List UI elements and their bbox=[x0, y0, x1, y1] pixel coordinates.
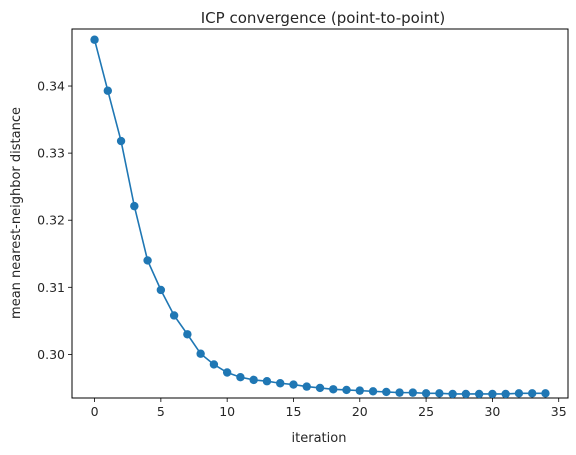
data-point bbox=[395, 388, 404, 397]
data-point bbox=[514, 389, 524, 398]
data-point bbox=[289, 380, 298, 389]
data-point bbox=[116, 136, 126, 146]
data-point bbox=[474, 389, 484, 399]
data-point bbox=[222, 368, 232, 377]
data-point bbox=[461, 389, 471, 399]
data-point bbox=[382, 387, 391, 397]
y-axis: 0.30 0.31 0.32 0.33 0.34 bbox=[37, 79, 72, 362]
x-tick-label: 30 bbox=[484, 404, 500, 419]
y-axis-label: mean nearest-neighbor distance bbox=[9, 107, 24, 319]
data-point bbox=[276, 379, 285, 388]
data-point bbox=[302, 382, 311, 391]
series-points bbox=[90, 35, 550, 399]
data-point bbox=[315, 383, 325, 393]
x-axis-label: iteration bbox=[292, 431, 347, 446]
data-point bbox=[329, 385, 338, 394]
plot-frame bbox=[71, 28, 569, 399]
data-point bbox=[249, 375, 258, 385]
x-tick-label: 35 bbox=[551, 404, 567, 419]
data-point bbox=[501, 389, 510, 399]
y-tick-label: 0.32 bbox=[37, 213, 65, 228]
series-line bbox=[93, 39, 546, 395]
y-tick-label: 0.34 bbox=[37, 79, 65, 94]
y-tick-label: 0.31 bbox=[37, 280, 65, 295]
data-point bbox=[421, 389, 431, 398]
data-point bbox=[262, 377, 272, 386]
x-tick-label: 25 bbox=[418, 404, 434, 419]
data-point bbox=[527, 389, 537, 398]
data-point bbox=[103, 86, 113, 95]
x-tick-label: 10 bbox=[219, 404, 235, 419]
data-point bbox=[355, 386, 364, 395]
chart-title: ICP convergence (point-to-point) bbox=[201, 9, 446, 27]
data-point bbox=[169, 311, 179, 320]
data-point bbox=[435, 389, 444, 398]
data-point bbox=[196, 349, 205, 358]
y-tick-label: 0.33 bbox=[37, 146, 65, 161]
data-point bbox=[143, 256, 152, 265]
data-point bbox=[488, 389, 497, 399]
data-point bbox=[236, 373, 245, 382]
y-tick-label: 0.30 bbox=[37, 347, 65, 362]
data-point bbox=[209, 360, 219, 369]
x-axis: 0 5 10 15 20 25 30 35 bbox=[91, 398, 567, 419]
data-point bbox=[156, 285, 166, 295]
data-point bbox=[541, 389, 550, 398]
x-tick-label: 0 bbox=[91, 404, 99, 419]
x-tick-label: 5 bbox=[157, 404, 165, 419]
data-point bbox=[342, 385, 351, 395]
data-point bbox=[90, 35, 99, 44]
data-point bbox=[408, 388, 418, 397]
data-point bbox=[368, 387, 378, 396]
data-point bbox=[130, 201, 139, 211]
data-point bbox=[448, 389, 457, 399]
x-tick-label: 15 bbox=[286, 404, 302, 419]
x-tick-label: 20 bbox=[352, 404, 368, 419]
data-point bbox=[183, 330, 192, 339]
